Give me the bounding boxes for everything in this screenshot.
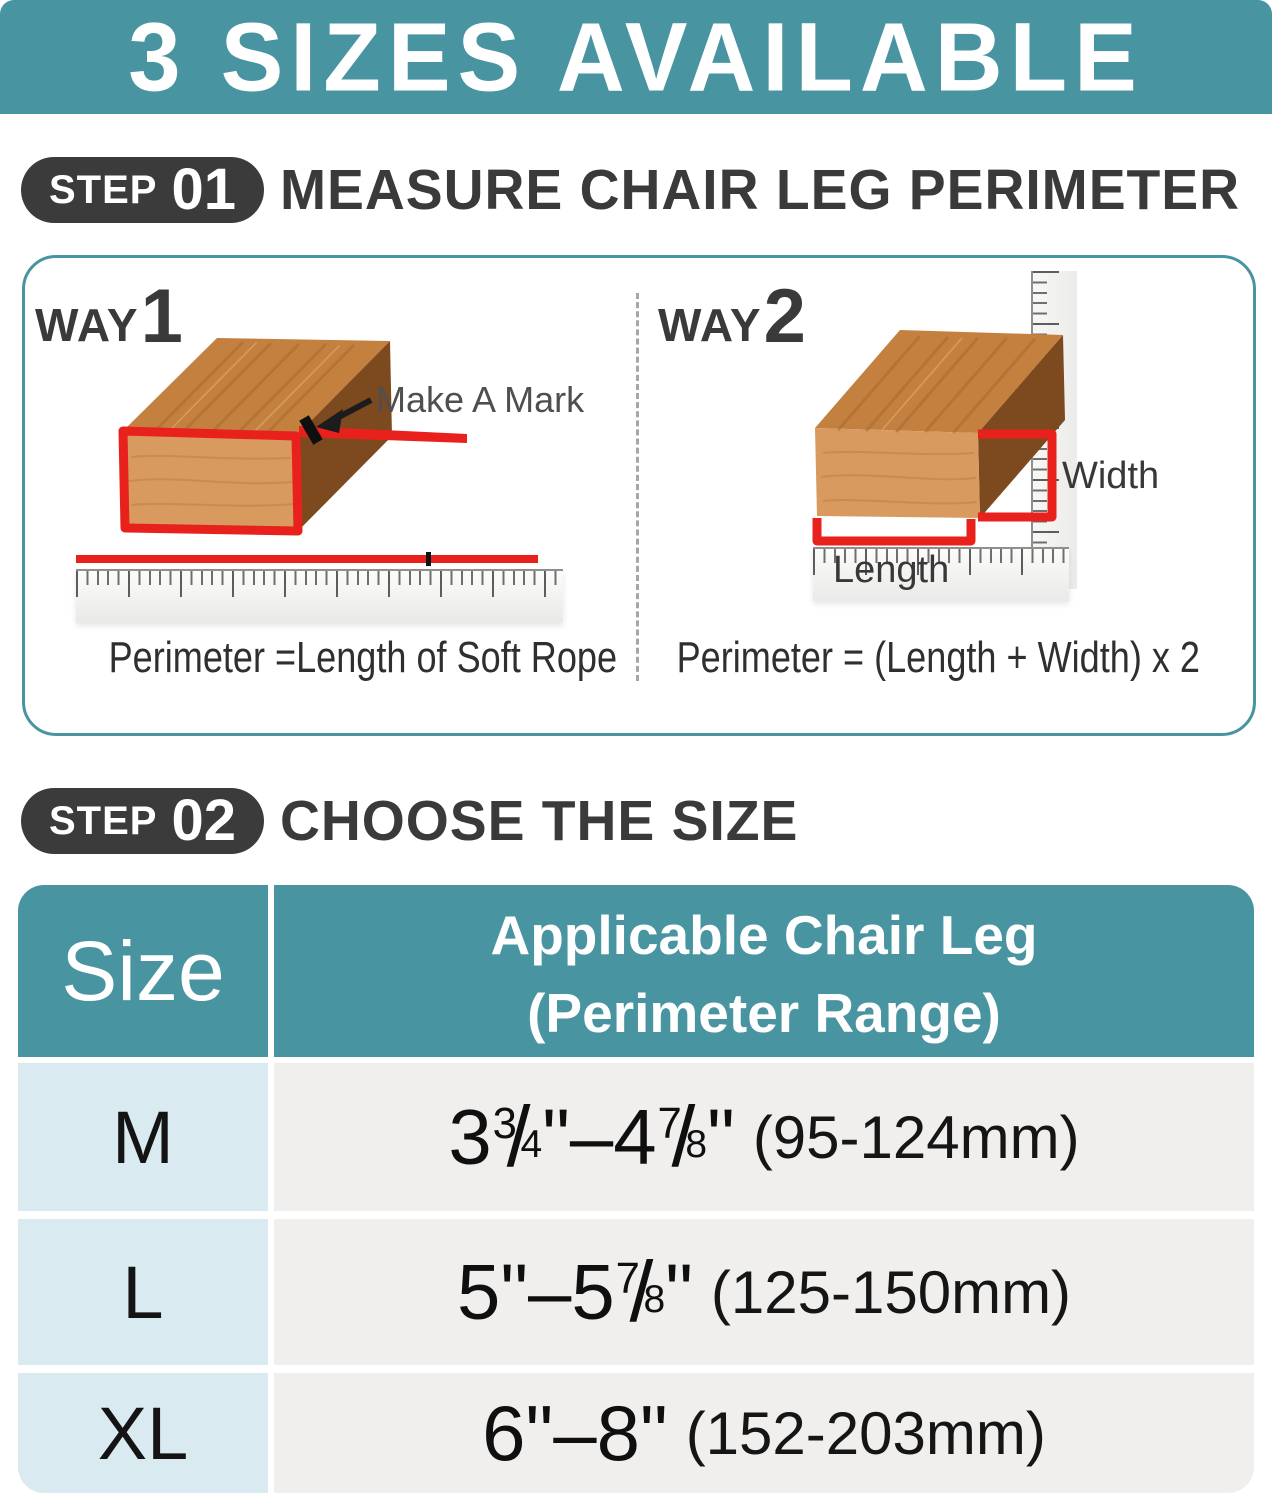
range-column-header: Applicable Chair Leg (Perimeter Range) (274, 885, 1254, 1057)
column-separator (268, 885, 274, 1057)
range-cell: 33/4"–47/8" (95-124mm) (274, 1063, 1254, 1211)
range-header-line2: (Perimeter Range) (527, 982, 1001, 1044)
way2-block-front-face (815, 428, 980, 518)
step1-badge: STEP 01 (21, 157, 264, 223)
make-a-mark-annotation: Make A Mark (376, 379, 585, 420)
size-table-header: Size Applicable Chair Leg (Perimeter Ran… (18, 885, 1254, 1057)
way1-formula-caption: Perimeter =Length of Soft Rope (108, 633, 618, 682)
size-table: Size Applicable Chair Leg (Perimeter Ran… (18, 885, 1254, 1493)
size-column-header: Size (61, 923, 225, 1018)
step2-badge-number: 02 (171, 788, 236, 853)
size-cell: M (18, 1063, 268, 1211)
size-cell: L (18, 1219, 268, 1365)
step1-title: MEASURE CHAIR LEG PERIMETER (280, 158, 1241, 222)
banner-title: 3 SIZES AVAILABLE (128, 1, 1144, 112)
measure-methods-box: WAY 1 WAY 2 (22, 255, 1256, 736)
inch-range: 33/4"–47/8" (448, 1088, 735, 1185)
width-label: Width (1062, 455, 1160, 497)
step2-title: CHOOSE THE SIZE (280, 789, 799, 853)
way2-formula-caption: Perimeter = (Length + Width) x 2 (676, 633, 1200, 682)
perimeter-outline (118, 426, 303, 536)
step1-badge-number: 01 (171, 157, 236, 222)
way1-label: WAY 1 (35, 274, 183, 359)
way2-wood-block (812, 330, 1065, 546)
way1-number: 1 (140, 274, 183, 359)
length-label: Length (833, 549, 950, 591)
step1-row: STEP 01 MEASURE CHAIR LEG PERIMETER (21, 157, 1270, 223)
way1-wood-grain (128, 341, 355, 507)
way2-word: WAY (658, 298, 762, 351)
table-row-xl: XL 6"–8" (152-203mm) (18, 1373, 1254, 1493)
mark-on-rope (299, 415, 323, 445)
width-bracket (978, 429, 1057, 522)
banner: 3 SIZES AVAILABLE (0, 0, 1272, 114)
rope-loose-end (299, 426, 467, 443)
measure-methods-stage: WAY 1 WAY 2 (19, 261, 1259, 731)
way2-wood-grain (820, 335, 1036, 505)
table-row-l: L 5"–57/8" (125-150mm) (18, 1219, 1254, 1365)
length-bracket (812, 518, 976, 546)
way1-word: WAY (35, 298, 139, 351)
dashed-divider (636, 293, 639, 681)
horizontal-ruler-way2 (813, 547, 1069, 601)
way2-label: WAY 2 (658, 274, 806, 359)
range-header-line1: Applicable Chair Leg (490, 904, 1038, 966)
wood-block-illustration (118, 330, 1065, 546)
way1-wood-block (118, 338, 467, 536)
range-cell: 6"–8" (152-203mm) (274, 1373, 1254, 1493)
range-cell: 5"–57/8" (125-150mm) (274, 1219, 1254, 1365)
way2-number: 2 (763, 274, 806, 359)
annotation-arrow-head (316, 409, 343, 433)
soft-rope (76, 555, 538, 563)
inch-range: 6"–8" (482, 1388, 668, 1477)
mm-range: (125-150mm) (710, 1258, 1072, 1326)
mm-range: (152-203mm) (685, 1399, 1046, 1467)
horizontal-ruler-way1 (76, 569, 563, 623)
step2-badge-label: STEP (49, 798, 158, 843)
way2-block-side-face (978, 335, 1065, 518)
step2-badge: STEP 02 (21, 788, 264, 854)
table-row-m: M 33/4"–47/8" (95-124mm) (18, 1063, 1254, 1211)
inch-range: 5"–57/8" (456, 1243, 693, 1340)
annotation-arrow-line (335, 397, 373, 421)
step2-row: STEP 02 CHOOSE THE SIZE (21, 788, 814, 854)
step1-badge-label: STEP (49, 167, 158, 212)
mm-range: (95-124mm) (752, 1103, 1080, 1171)
rope-mark-tick (426, 552, 431, 566)
size-cell: XL (18, 1373, 268, 1493)
